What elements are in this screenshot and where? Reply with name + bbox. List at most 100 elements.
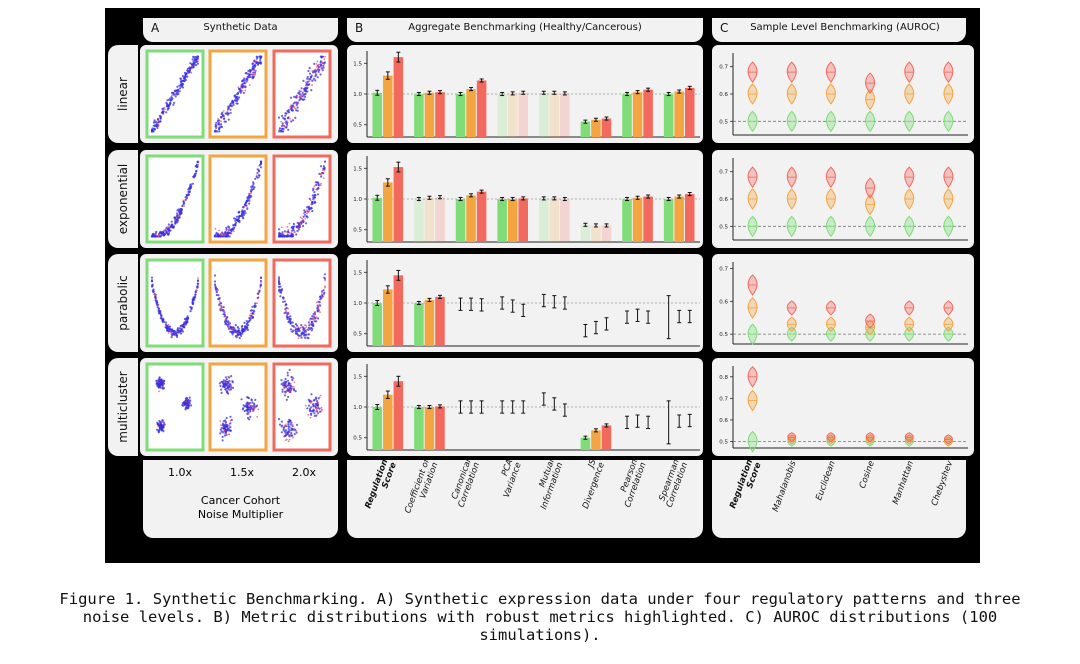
scatter-point	[152, 121, 155, 124]
scatter-point	[214, 227, 217, 230]
scatter-point	[155, 121, 158, 124]
scatter-point	[219, 302, 223, 305]
y-tick-label: 0.5	[353, 228, 362, 234]
scatter-point	[229, 429, 232, 432]
scatter-point	[176, 221, 179, 224]
scatter-point	[188, 190, 191, 193]
scatter-point	[279, 295, 282, 298]
scatter-point	[323, 58, 326, 60]
scatter-point	[245, 319, 248, 323]
scatter-point	[176, 327, 179, 330]
scatter-point	[152, 290, 155, 293]
scatter-point	[296, 230, 299, 233]
scatter-point	[293, 225, 296, 228]
scatter-point	[294, 107, 297, 110]
scatter-point	[318, 305, 320, 307]
scatter-point	[230, 375, 233, 378]
scatter-point	[182, 79, 185, 82]
scatter-point	[230, 384, 233, 387]
scatter-point	[288, 435, 291, 438]
scatter-point	[254, 398, 257, 401]
scatter-point	[283, 235, 286, 238]
scatter-point	[302, 215, 305, 218]
scatter-point	[194, 174, 197, 177]
scatter-point	[285, 120, 288, 123]
scatter-point	[298, 92, 301, 95]
scatter-point	[220, 306, 223, 309]
scatter-point	[185, 396, 188, 400]
scatter-point	[189, 310, 192, 313]
violin-category-label-text: Manhattan	[891, 460, 916, 506]
scatter-point	[286, 123, 289, 126]
row-label-exponential: exponential	[108, 150, 138, 248]
scatter-point	[229, 111, 232, 114]
violin-chart-linear: 0.5 0.6 0.7	[719, 53, 968, 136]
bar	[684, 87, 695, 137]
scatter-point	[233, 217, 236, 220]
scatter-point	[251, 305, 254, 308]
scatter-point	[219, 125, 223, 128]
bar	[476, 80, 487, 137]
scatter-point	[321, 408, 323, 411]
bar	[601, 425, 612, 450]
bar	[560, 93, 570, 137]
scatter-point	[161, 107, 164, 110]
scatter-point	[153, 124, 156, 127]
scatter-point	[287, 108, 290, 112]
scatter-point	[285, 386, 288, 389]
scatter-point	[306, 77, 309, 80]
scatter-point	[324, 55, 326, 58]
scatter-point	[245, 80, 248, 83]
scatter-point	[162, 430, 165, 433]
scatter-point	[195, 164, 198, 167]
scatter-point	[321, 292, 323, 294]
scatter-point	[195, 169, 198, 172]
scatter-point	[280, 379, 283, 382]
scatter-point	[318, 410, 322, 413]
scatter-point	[281, 235, 284, 238]
scatter-point	[218, 300, 221, 303]
scatter-point	[298, 99, 301, 102]
scatter-point	[253, 407, 256, 409]
scatter-point	[291, 229, 294, 232]
scatter-point	[159, 117, 162, 120]
scatter-point	[246, 404, 249, 407]
violin-category-label-text: Euclidean	[814, 460, 838, 502]
scatter-point	[300, 324, 303, 327]
scatter-point	[150, 280, 154, 283]
scatter-point	[249, 317, 252, 320]
bar	[674, 91, 684, 137]
violin-category-label-5: Chebyshev	[930, 459, 956, 508]
scatter-point	[286, 235, 289, 238]
scatter-point	[157, 233, 160, 236]
scatter-point	[313, 196, 316, 199]
scatter-point	[241, 79, 244, 82]
scatter-point	[233, 331, 236, 334]
scatter-point	[308, 324, 311, 327]
scatter-point	[307, 398, 310, 401]
scatter-point	[164, 323, 167, 326]
bar	[549, 198, 560, 242]
scatter-point	[301, 92, 304, 95]
scatter-point	[197, 163, 199, 166]
scatter-point	[290, 427, 293, 430]
scatter-point	[217, 294, 220, 297]
scatter-point	[158, 390, 160, 393]
scatter-point	[225, 390, 228, 393]
violin-category-label-2: Euclidean	[814, 460, 838, 502]
scatter-point	[185, 404, 188, 407]
scatter-point	[322, 177, 325, 180]
scatter-point	[312, 315, 315, 318]
scatter-point	[312, 318, 315, 321]
scatter-point	[310, 329, 313, 332]
scatter-point	[223, 117, 226, 120]
scatter-point	[244, 89, 247, 92]
bar	[497, 94, 507, 137]
scatter-point	[288, 368, 291, 371]
scatter-point	[218, 382, 221, 385]
scatter-point	[316, 404, 319, 407]
scatter-point	[314, 68, 317, 71]
scatter-point	[285, 309, 287, 312]
scatter-point	[238, 215, 241, 218]
